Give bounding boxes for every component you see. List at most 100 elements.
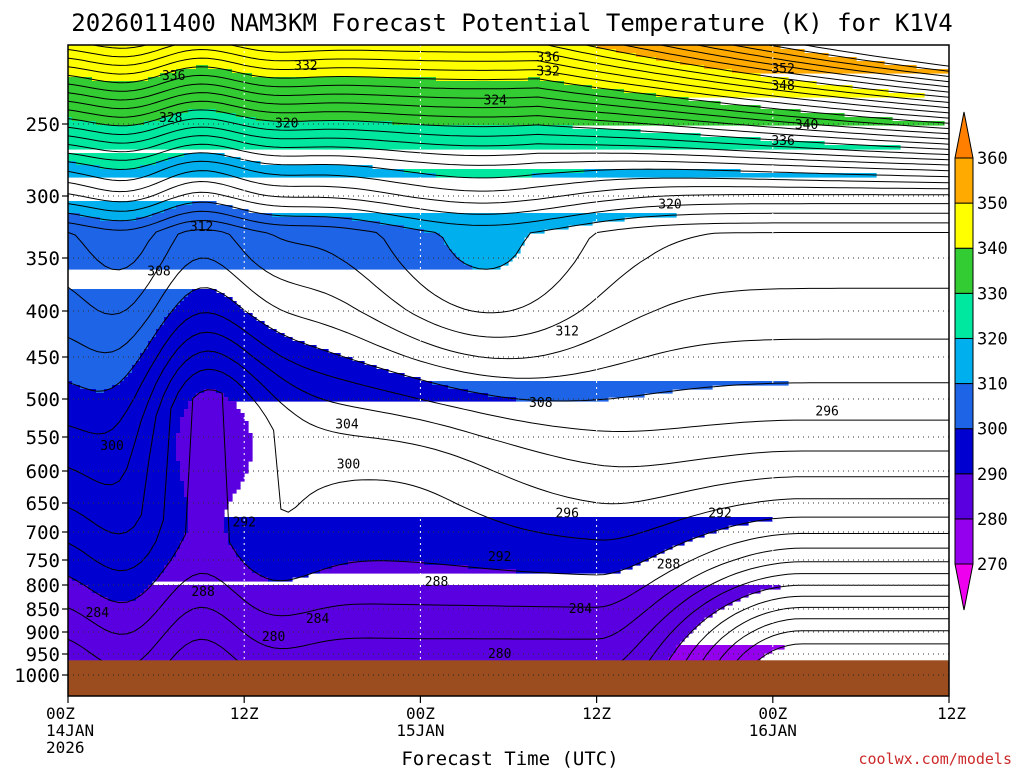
color-band-cell [152, 213, 273, 218]
contour-line [68, 532, 949, 635]
x-axis-label: Forecast Time (UTC) [401, 748, 618, 768]
color-band-cell [68, 329, 157, 334]
color-band-cell [188, 513, 225, 518]
contour-line [68, 389, 949, 604]
color-band-cell [68, 261, 465, 266]
y-tick-label: 850 [26, 599, 60, 621]
color-band-cell [672, 653, 765, 658]
color-band-cell [104, 389, 205, 394]
color-band-cell [252, 569, 321, 574]
color-band-cell [156, 577, 269, 582]
contour-label: 320 [275, 117, 298, 132]
color-band-cell [68, 301, 181, 306]
color-band-cell [68, 361, 137, 366]
contour-label: 296 [815, 404, 838, 419]
color-band-cell [68, 309, 173, 314]
color-band-cell [224, 529, 717, 534]
color-band-cell [196, 393, 225, 398]
color-band-cell [488, 393, 645, 398]
color-band-cell [188, 529, 225, 534]
color-band-cell [68, 237, 445, 242]
color-band-cell [460, 257, 513, 262]
color-band-cell [68, 433, 177, 438]
color-band-cell [68, 345, 149, 350]
color-band-cell [68, 457, 177, 462]
color-band-cell [68, 305, 177, 310]
color-band-cell [224, 393, 489, 398]
contour-line [801, 45, 949, 67]
color-band-cell [448, 245, 521, 250]
color-band-cell [188, 401, 237, 406]
color-band-cell [332, 565, 469, 570]
color-band-cell [68, 461, 181, 466]
color-band-cell [148, 345, 317, 350]
color-band-cell [224, 525, 729, 530]
color-band-cell [244, 561, 349, 566]
color-band-cell [188, 497, 233, 502]
y-tick-label: 350 [26, 248, 60, 270]
color-band-cell [348, 561, 425, 566]
color-band-cell [68, 233, 441, 238]
color-band-cell [380, 221, 593, 226]
color-band-cell [596, 45, 781, 50]
contour-line [68, 287, 949, 402]
contour-label: 288 [657, 558, 680, 573]
contour-line [68, 368, 949, 572]
color-band-cell [732, 69, 949, 74]
contour-line [68, 74, 949, 129]
contour-label: 288 [425, 575, 448, 590]
color-band-cell [100, 165, 141, 170]
color-band-cell [248, 565, 333, 570]
color-band-cell [68, 153, 185, 158]
color-band-cell [584, 169, 741, 174]
color-band-cell [252, 73, 761, 78]
color-band-cell [68, 129, 641, 134]
color-band-cell [180, 477, 245, 482]
colorbar-label: 340 [977, 239, 1008, 259]
contour-label: 336 [536, 50, 559, 65]
color-band-cell [444, 241, 525, 246]
contour-line [658, 45, 949, 88]
color-band-cell [68, 593, 101, 598]
color-band-cell [68, 89, 625, 94]
y-tick-label: 1000 [14, 665, 60, 687]
color-band-cell [68, 509, 189, 514]
contour-line [583, 45, 949, 98]
color-band-cell [80, 213, 153, 218]
contour-line [68, 170, 949, 204]
color-band-cell [68, 465, 181, 470]
color-band-cell [184, 533, 229, 538]
color-band-cell [68, 297, 185, 302]
contour-line [68, 126, 949, 161]
color-band-cell [216, 389, 469, 394]
color-band-cell [180, 301, 237, 306]
color-band-cell [152, 337, 293, 342]
color-band-cell [192, 201, 217, 206]
color-band-cell [564, 81, 817, 86]
color-band-cell [164, 317, 257, 322]
colorbar-segment [954, 518, 974, 565]
color-band-cell [100, 217, 137, 222]
color-band-cell [68, 621, 701, 626]
plot-frame [67, 44, 950, 697]
color-band-cell [236, 553, 657, 558]
color-band-cell [268, 577, 293, 582]
contour-label: 284 [569, 602, 593, 617]
color-band-cell [68, 369, 133, 374]
contour-label: 292 [232, 516, 255, 531]
color-band-cell [68, 609, 717, 614]
colorbar-segment [954, 473, 974, 520]
color-band-cell [68, 105, 761, 110]
y-tick-label: 800 [26, 575, 60, 597]
color-band-cell [180, 545, 233, 550]
color-band-cell [440, 233, 529, 238]
contour-line [698, 606, 949, 666]
contour-label: 292 [488, 550, 511, 565]
color-band-cell [68, 437, 177, 442]
color-band-cell [68, 449, 177, 454]
colorbar-upper-arrow [954, 111, 974, 159]
color-band-cell [176, 305, 241, 310]
color-band-cell [68, 373, 129, 378]
